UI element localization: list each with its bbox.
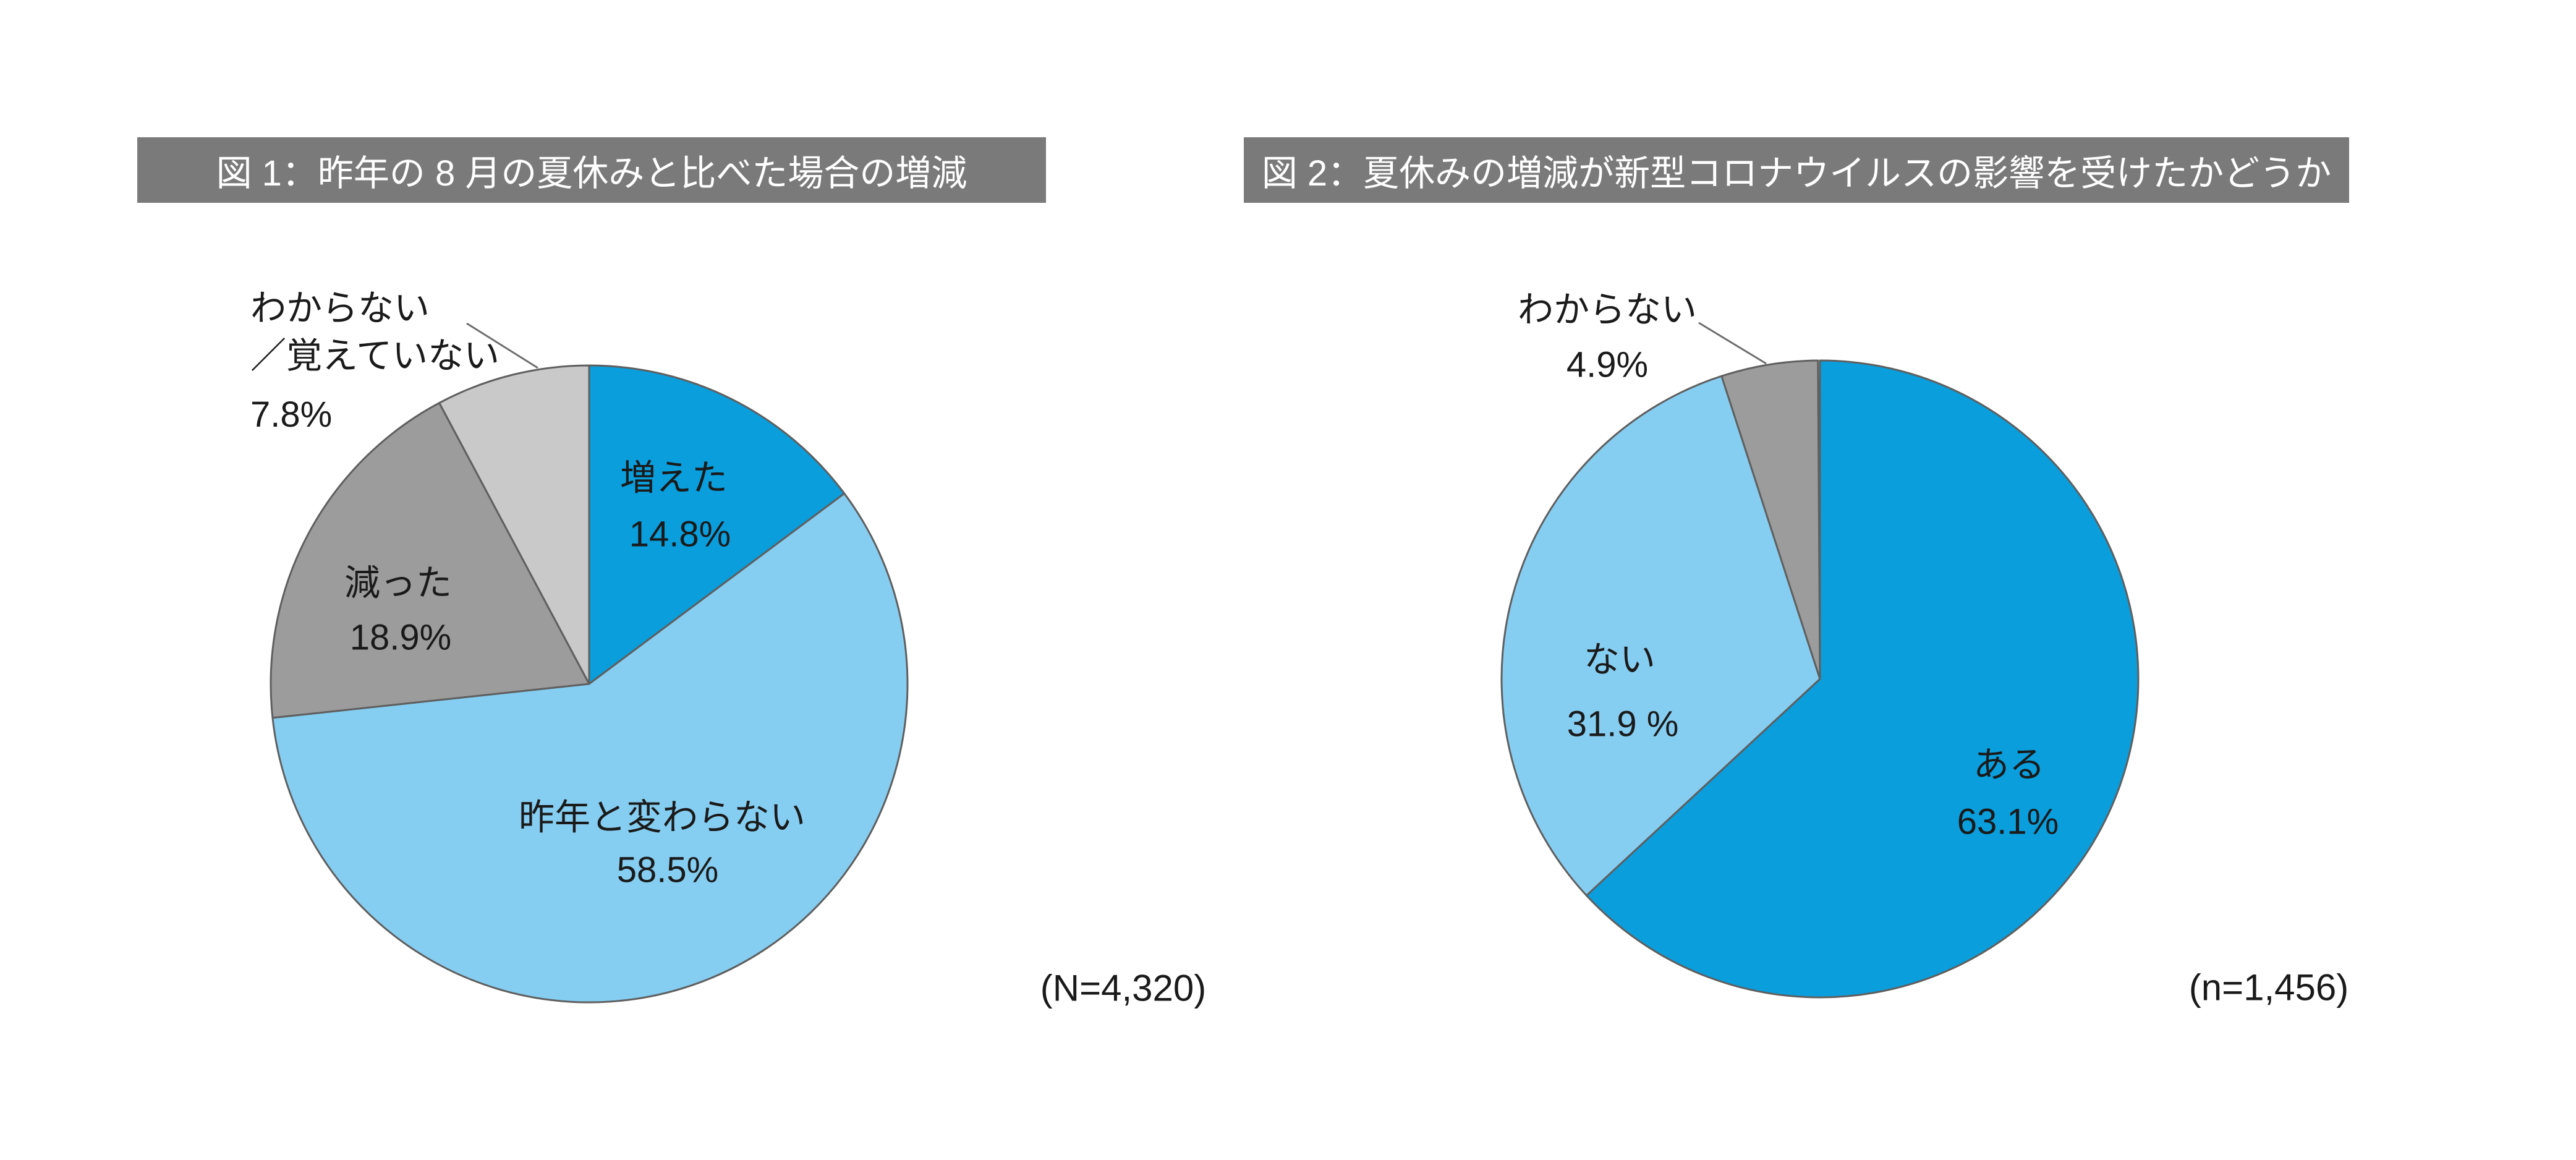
pie-slice	[270, 402, 590, 719]
figure2-title-bar: 図 2：夏休みの増減が新型コロナウイルスの影響を受けたかどうか	[1244, 137, 2349, 203]
figure2-slice-value-yes: 63.1%	[1957, 801, 2059, 842]
figure1-title-bar: 図 1：昨年の 8 月の夏休みと比べた場合の増減	[137, 137, 1046, 203]
pie-slice	[1500, 375, 1821, 897]
figure2-slice-label-yes: ある	[1973, 744, 2046, 785]
figure1-slice-value-unchanged: 58.5%	[616, 850, 719, 890]
figure1-sample-size: (N=4,320)	[1040, 967, 1207, 1009]
pie-slice	[438, 364, 590, 685]
figure2-slice-value-dontknow: 4.9%	[1566, 344, 1649, 385]
pie-slice	[1720, 359, 1821, 680]
figure2-sample-size: (n=1,456)	[2188, 966, 2349, 1009]
figure1-slice-value-increased: 14.8%	[629, 514, 731, 555]
figure2-title: 図 2：夏休みの増減が新型コロナウイルスの影響を受けたかどうか	[1261, 153, 2332, 194]
pie-slice	[1585, 359, 2140, 999]
figure1-title: 図 1：昨年の 8 月の夏休みと比べた場合の増減	[216, 153, 967, 194]
pie-chart-figure1	[270, 364, 909, 1004]
figure1-slice-label-dontknow-line2: ／覚えていない	[250, 336, 500, 376]
figure2-slice-value-no: 31.9 %	[1566, 704, 1679, 744]
figure1-slice-label-increased: 増えた	[619, 458, 728, 498]
pie-slice	[271, 492, 909, 1004]
figure1-slice-label-unchanged: 昨年と変わらない	[518, 797, 806, 838]
pie-chart-figure2	[1500, 359, 2140, 999]
figure1-slice-label-dontknow-line1: わからない	[250, 288, 430, 328]
figure2-slice-label-dontknow: わからない	[1517, 289, 1698, 330]
figure1-slice-value-dontknow: 7.8%	[250, 394, 333, 435]
pie-slice	[588, 364, 846, 685]
figure1-slice-label-decreased: 減った	[344, 563, 453, 603]
figure1-slice-value-decreased: 18.9%	[349, 617, 452, 658]
figure2-slice-label-no: ない	[1583, 639, 1656, 680]
